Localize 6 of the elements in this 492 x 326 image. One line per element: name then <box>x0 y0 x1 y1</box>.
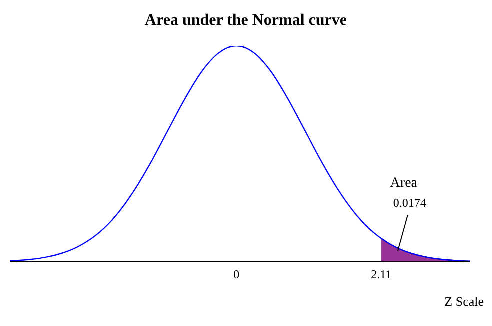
x-tick-label: 0 <box>234 268 240 282</box>
x-axis-title: Z Scale <box>444 294 484 309</box>
chart-title: Area under the Normal curve <box>144 11 348 31</box>
annotation: Area <box>390 176 418 192</box>
annotation: 0.0174 <box>393 196 426 210</box>
x-tick-label: 2.11 <box>371 268 392 282</box>
